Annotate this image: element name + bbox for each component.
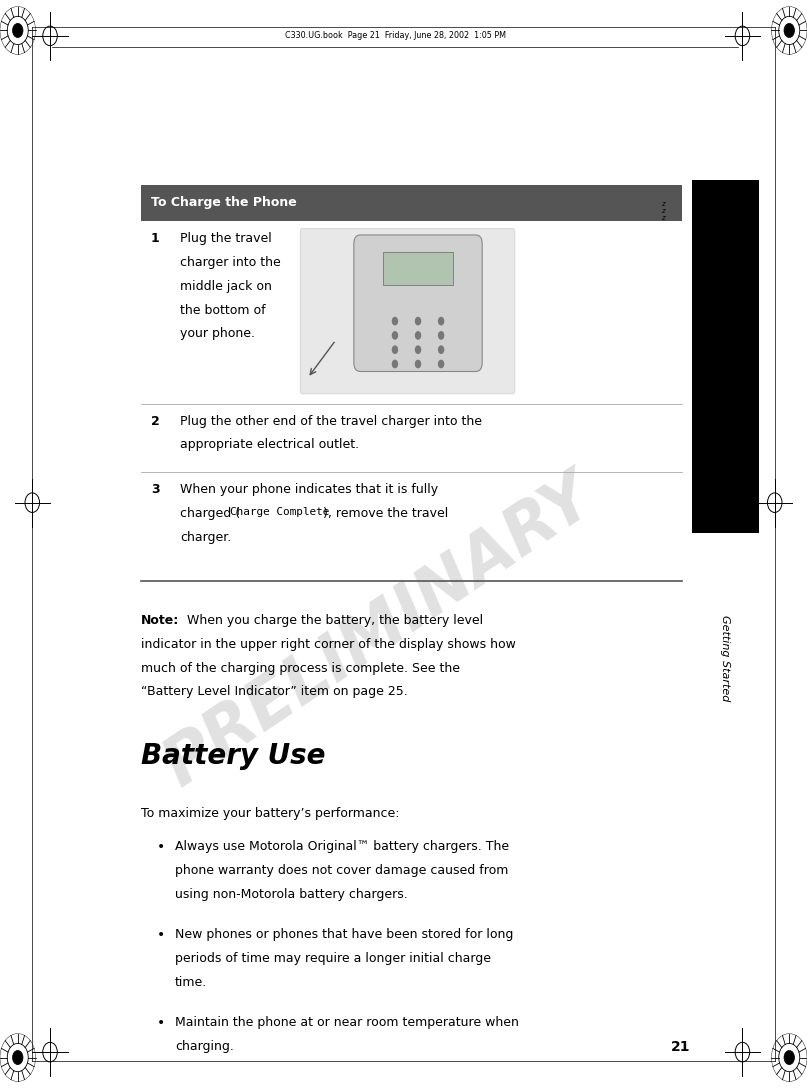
Text: To Charge the Phone: To Charge the Phone bbox=[151, 197, 297, 209]
Text: Charge Complete: Charge Complete bbox=[230, 507, 329, 517]
Text: •: • bbox=[157, 1016, 165, 1030]
Text: 21: 21 bbox=[671, 1040, 690, 1053]
Circle shape bbox=[391, 331, 398, 339]
FancyBboxPatch shape bbox=[353, 235, 483, 371]
Text: Maintain the phone at or near room temperature when: Maintain the phone at or near room tempe… bbox=[175, 1016, 519, 1029]
Text: indicator in the upper right corner of the display shows how: indicator in the upper right corner of t… bbox=[141, 638, 516, 651]
Circle shape bbox=[415, 360, 421, 369]
Text: charger.: charger. bbox=[180, 531, 232, 544]
Text: using non-Motorola battery chargers.: using non-Motorola battery chargers. bbox=[175, 888, 408, 901]
Circle shape bbox=[391, 360, 398, 369]
Circle shape bbox=[12, 1051, 23, 1064]
Text: time.: time. bbox=[175, 976, 207, 989]
Circle shape bbox=[438, 360, 445, 369]
Circle shape bbox=[438, 331, 445, 339]
Text: middle jack on: middle jack on bbox=[180, 280, 272, 293]
Text: z
z
z: z z z bbox=[661, 201, 664, 221]
FancyBboxPatch shape bbox=[300, 228, 515, 394]
Text: New phones or phones that have been stored for long: New phones or phones that have been stor… bbox=[175, 928, 513, 941]
Bar bbox=[141, 185, 682, 221]
Text: To maximize your battery’s performance:: To maximize your battery’s performance: bbox=[141, 807, 399, 820]
Text: ), remove the travel: ), remove the travel bbox=[323, 507, 448, 520]
Circle shape bbox=[12, 24, 23, 37]
Bar bbox=[692, 180, 759, 533]
Circle shape bbox=[784, 24, 794, 37]
Circle shape bbox=[784, 1051, 794, 1064]
Circle shape bbox=[391, 317, 398, 325]
Circle shape bbox=[391, 345, 398, 354]
Text: C330.UG.book  Page 21  Friday, June 28, 2002  1:05 PM: C330.UG.book Page 21 Friday, June 28, 20… bbox=[285, 32, 506, 40]
Text: 2: 2 bbox=[151, 415, 160, 428]
Text: much of the charging process is complete. See the: much of the charging process is complete… bbox=[141, 662, 460, 675]
Text: Always use Motorola Original™ battery chargers. The: Always use Motorola Original™ battery ch… bbox=[175, 840, 509, 853]
Text: When your phone indicates that it is fully: When your phone indicates that it is ful… bbox=[180, 483, 438, 496]
Text: charged (: charged ( bbox=[180, 507, 240, 520]
Circle shape bbox=[438, 345, 445, 354]
Text: •: • bbox=[157, 928, 165, 942]
Circle shape bbox=[438, 317, 445, 325]
Text: PRELIMINARY: PRELIMINARY bbox=[152, 462, 607, 800]
Bar bbox=[383, 252, 453, 285]
Text: charger into the: charger into the bbox=[180, 256, 281, 269]
Circle shape bbox=[415, 317, 421, 325]
Text: Plug the travel: Plug the travel bbox=[180, 232, 272, 245]
Text: appropriate electrical outlet.: appropriate electrical outlet. bbox=[180, 438, 359, 452]
Text: Battery Use: Battery Use bbox=[141, 742, 326, 770]
Text: phone warranty does not cover damage caused from: phone warranty does not cover damage cau… bbox=[175, 864, 508, 877]
Text: periods of time may require a longer initial charge: periods of time may require a longer ini… bbox=[175, 952, 491, 965]
Text: When you charge the battery, the battery level: When you charge the battery, the battery… bbox=[183, 614, 483, 627]
Text: •: • bbox=[157, 840, 165, 854]
Text: Getting Started: Getting Started bbox=[721, 615, 730, 701]
Text: the bottom of: the bottom of bbox=[180, 304, 266, 317]
Text: charging.: charging. bbox=[175, 1040, 234, 1053]
Text: 3: 3 bbox=[151, 483, 160, 496]
Text: Note:: Note: bbox=[141, 614, 179, 627]
Text: your phone.: your phone. bbox=[180, 327, 255, 341]
Text: Plug the other end of the travel charger into the: Plug the other end of the travel charger… bbox=[180, 415, 482, 428]
Circle shape bbox=[415, 345, 421, 354]
Text: “Battery Level Indicator” item on page 25.: “Battery Level Indicator” item on page 2… bbox=[141, 685, 408, 698]
Text: 1: 1 bbox=[151, 232, 160, 245]
Circle shape bbox=[415, 331, 421, 339]
